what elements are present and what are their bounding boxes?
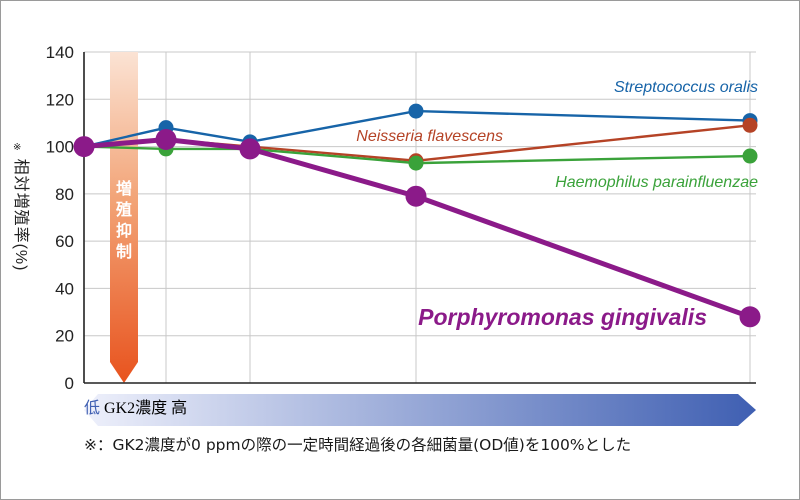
footnote: ※：GK2濃度が0 ppmの際の一定時間経過後の各細菌量(OD値)を100%とし… [84,436,632,454]
series-porphyromonas-point [405,185,427,207]
y-axis-label-mark: ※ [13,142,21,153]
series-haemophilus-point [742,148,758,164]
x-axis-title: GK2濃度 [104,400,168,417]
series-porphyromonas-point [73,136,95,158]
y-axis: 0 20 40 60 80 100 120 140 相対増殖率(%) ※ [12,43,756,393]
y-tick-label: 0 [65,374,74,393]
y-tick-label: 140 [46,43,74,62]
labels: Streptococcus oralis Neisseria flavescens… [356,79,758,330]
series-porphyromonas-point [739,306,761,328]
series-lines [73,103,761,328]
y-tick-label: 20 [55,327,74,346]
x-axis-high-label: 高 [171,400,188,417]
y-tick-label: 40 [55,279,74,298]
series-porphyromonas-point [155,128,177,150]
inhibition-label-char: 抑 [116,221,132,240]
series-porphyromonas-label: Porphyromonas gingivalis [418,304,707,330]
inhibition-label-char: 制 [116,243,132,261]
y-tick-label: 60 [55,232,74,251]
y-tick-label: 100 [46,138,74,157]
y-tick-label: 120 [46,90,74,109]
series-neisseria-label: Neisseria flavescens [356,128,503,145]
x-axis-low-label: 低 [84,400,101,417]
y-axis-label: 相対増殖率(%) [12,159,30,272]
inhibition-label-char: 殖 [115,200,132,219]
series-streptococcus-point [408,103,424,119]
series-haemophilus-label: Haemophilus parainfluenzae [555,174,758,191]
grid [83,51,756,384]
x-axis-gradient-bar [84,394,756,426]
series-neisseria-point [742,117,758,133]
series-porphyromonas-point [239,138,261,160]
series-streptococcus-label: Streptococcus oralis [614,79,758,96]
inhibition-label-char: 増 [116,179,132,198]
x-axis-arrow [84,394,756,426]
series-haemophilus-point [408,155,424,171]
y-tick-label: 80 [55,185,74,204]
